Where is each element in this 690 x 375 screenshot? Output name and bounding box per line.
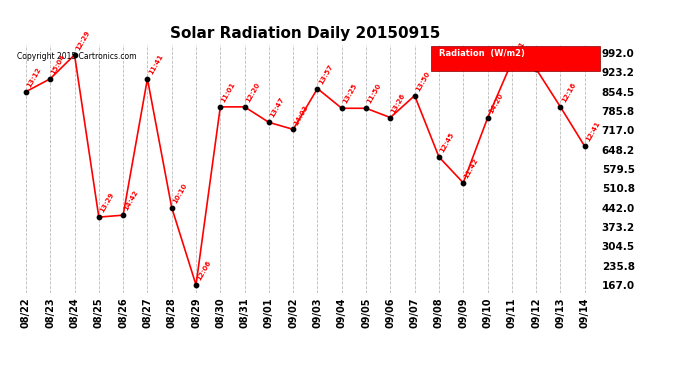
Text: Copyright 2015 Cartronics.com: Copyright 2015 Cartronics.com bbox=[17, 53, 136, 62]
Point bbox=[21, 89, 32, 95]
Point bbox=[93, 214, 104, 220]
Text: 12:41: 12:41 bbox=[584, 121, 601, 143]
Text: Radiation  (W/m2): Radiation (W/m2) bbox=[440, 49, 525, 58]
Point bbox=[264, 119, 275, 125]
Point bbox=[215, 104, 226, 110]
Text: 13:25: 13:25 bbox=[342, 83, 358, 105]
Point bbox=[385, 115, 396, 121]
FancyBboxPatch shape bbox=[431, 46, 600, 71]
Point bbox=[166, 205, 177, 211]
Text: 15:04: 15:04 bbox=[50, 53, 66, 75]
Text: 12:06: 12:06 bbox=[196, 260, 213, 282]
Text: 12:20: 12:20 bbox=[244, 81, 261, 104]
Text: 13:1: 13:1 bbox=[536, 48, 550, 66]
Point bbox=[69, 52, 80, 58]
Title: Solar Radiation Daily 20150915: Solar Radiation Daily 20150915 bbox=[170, 26, 440, 41]
Text: 13:1: 13:1 bbox=[512, 40, 526, 58]
Point bbox=[239, 104, 250, 110]
Point bbox=[361, 105, 372, 111]
Point bbox=[555, 104, 566, 110]
Text: 13:12: 13:12 bbox=[26, 66, 42, 88]
Text: 11:41: 11:41 bbox=[148, 53, 164, 75]
Point bbox=[288, 126, 299, 132]
Text: 14:20: 14:20 bbox=[488, 93, 504, 115]
Point bbox=[45, 76, 56, 82]
Point bbox=[482, 115, 493, 121]
Text: 12:29: 12:29 bbox=[75, 29, 90, 51]
Point bbox=[506, 59, 518, 65]
Point bbox=[457, 180, 469, 186]
Point bbox=[142, 76, 153, 82]
Point bbox=[409, 93, 420, 99]
Text: 11:42: 11:42 bbox=[463, 157, 480, 180]
Text: 11:50: 11:50 bbox=[366, 83, 382, 105]
Text: 14:42: 14:42 bbox=[123, 189, 139, 212]
Point bbox=[579, 143, 590, 149]
Point bbox=[117, 212, 128, 218]
Text: 13:50: 13:50 bbox=[415, 70, 431, 92]
Point bbox=[531, 66, 542, 72]
Text: 13:57: 13:57 bbox=[317, 63, 334, 85]
Text: 13:29: 13:29 bbox=[99, 192, 115, 214]
Point bbox=[190, 282, 201, 288]
Text: 10:10: 10:10 bbox=[172, 182, 188, 204]
Text: 12:16: 12:16 bbox=[560, 81, 577, 104]
Text: 12:45: 12:45 bbox=[439, 131, 455, 154]
Point bbox=[312, 86, 323, 92]
Text: 13:47: 13:47 bbox=[269, 97, 285, 119]
Text: 11:01: 11:01 bbox=[220, 81, 237, 104]
Point bbox=[336, 105, 347, 111]
Text: 14:03: 14:03 bbox=[293, 104, 310, 126]
Text: 13:26: 13:26 bbox=[391, 92, 406, 114]
Point bbox=[433, 154, 444, 160]
